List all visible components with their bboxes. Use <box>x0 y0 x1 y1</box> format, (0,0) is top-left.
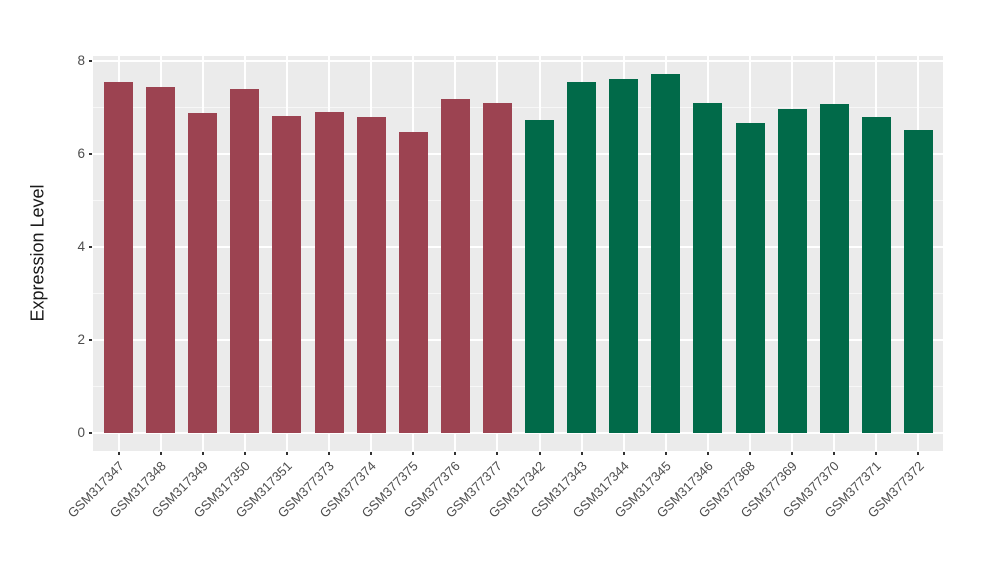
x-tick-mark-GSM317345 <box>664 452 667 455</box>
x-tick-mark-GSM317351 <box>285 452 288 455</box>
bar-GSM377373 <box>314 111 344 433</box>
bar-GSM317351 <box>272 115 302 433</box>
bar-GSM377371 <box>861 117 891 433</box>
x-tick-mark-GSM377368 <box>749 452 752 455</box>
bar-GSM377370 <box>819 103 849 433</box>
bar-GSM377369 <box>777 109 807 433</box>
x-tick-mark-GSM317346 <box>706 452 709 455</box>
bar-GSM317346 <box>693 103 723 433</box>
x-tick-mark-GSM377369 <box>791 452 794 455</box>
y-tick-mark-4 <box>89 245 92 248</box>
x-tick-mark-GSM377374 <box>370 452 373 455</box>
x-tick-mark-GSM317349 <box>201 452 204 455</box>
gridline-major-y0 <box>93 432 943 434</box>
gridline-minor-y5 <box>93 200 943 202</box>
bar-GSM317347 <box>104 81 133 433</box>
y-tick-mark-2 <box>89 338 92 341</box>
bar-GSM377377 <box>482 102 512 433</box>
x-tick-mark-GSM377373 <box>328 452 331 455</box>
bar-GSM377368 <box>735 123 765 433</box>
x-tick-mark-GSM317342 <box>538 452 541 455</box>
y-tick-mark-6 <box>89 152 92 155</box>
y-tick-label-6: 6 <box>77 145 85 161</box>
x-tick-mark-GSM377371 <box>875 452 878 455</box>
y-tick-mark-8 <box>89 59 92 62</box>
x-tick-mark-GSM317344 <box>622 452 625 455</box>
gridline-major-y4 <box>93 245 943 248</box>
gridline-major-y2 <box>93 338 943 341</box>
plot-panel <box>93 56 943 451</box>
x-tick-mark-GSM377370 <box>833 452 836 455</box>
gridline-minor-y7 <box>93 107 943 109</box>
y-tick-label-8: 8 <box>77 52 85 68</box>
bar-GSM317342 <box>525 119 555 433</box>
gridline-major-y8 <box>93 59 943 62</box>
gridline-major-y6 <box>93 152 943 155</box>
y-tick-mark-0 <box>89 432 92 434</box>
y-tick-label-2: 2 <box>77 331 85 347</box>
bar-GSM377374 <box>356 117 386 433</box>
x-tick-mark-GSM377376 <box>454 452 457 455</box>
x-tick-mark-GSM317343 <box>580 452 583 455</box>
bar-GSM317344 <box>609 79 639 433</box>
bar-GSM317348 <box>146 86 176 433</box>
x-tick-mark-GSM317350 <box>243 452 246 455</box>
x-tick-mark-GSM377377 <box>496 452 499 455</box>
bar-GSM317345 <box>651 74 681 433</box>
x-tick-mark-GSM377375 <box>412 452 415 455</box>
bar-GSM377372 <box>903 129 933 433</box>
bar-GSM317350 <box>230 89 260 433</box>
gridline-minor-y1 <box>93 386 943 388</box>
x-tick-mark-GSM377372 <box>917 452 920 455</box>
y-tick-label-4: 4 <box>77 238 85 254</box>
bar-GSM377375 <box>398 132 428 433</box>
y-tick-label-0: 0 <box>77 425 85 440</box>
x-tick-mark-GSM317348 <box>159 452 162 455</box>
gridline-minor-y3 <box>93 293 943 295</box>
bar-GSM317349 <box>188 113 218 433</box>
bar-GSM377376 <box>440 99 470 433</box>
x-tick-mark-GSM317347 <box>117 452 120 455</box>
bar-GSM317343 <box>567 82 597 433</box>
